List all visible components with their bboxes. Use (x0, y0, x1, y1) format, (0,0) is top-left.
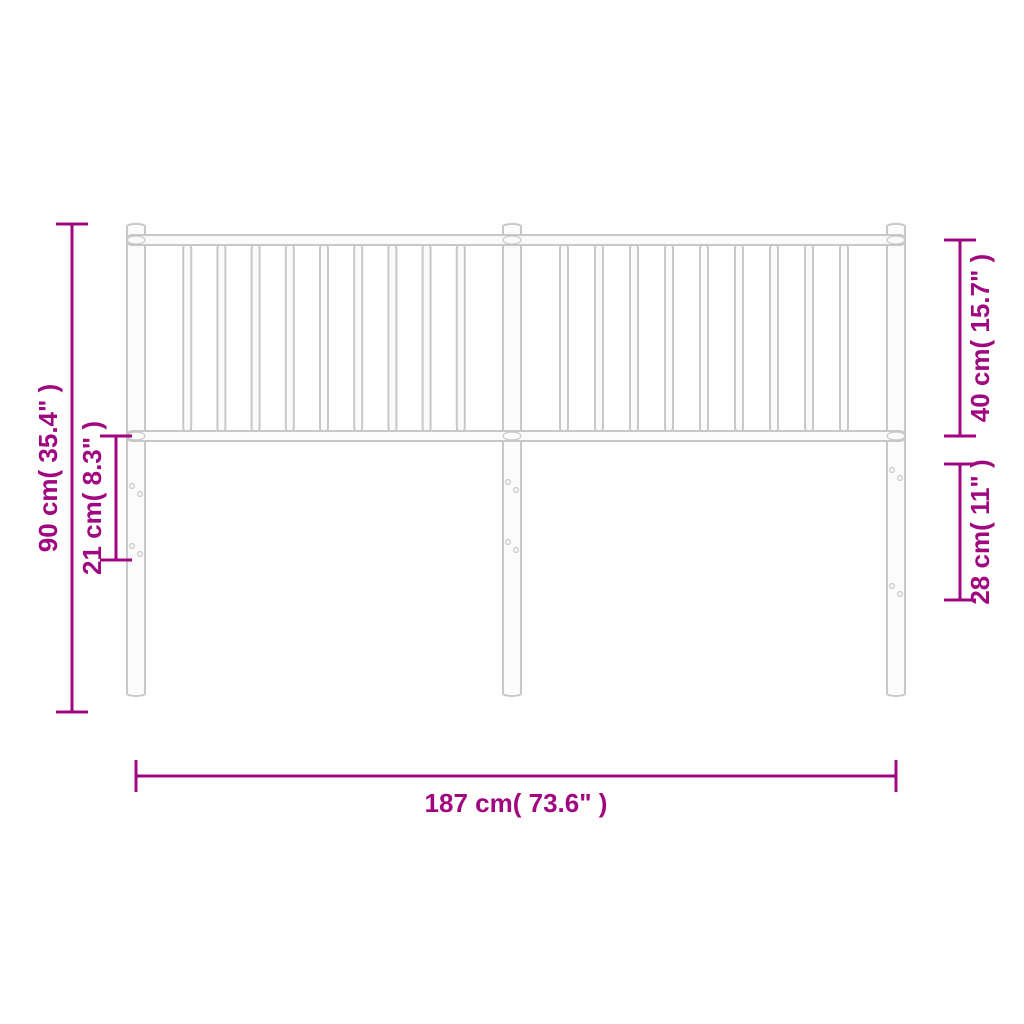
dimension-label: 28 cm( 11" ) (965, 459, 995, 604)
dimension-label: 40 cm( 15.7" ) (965, 254, 995, 422)
dimension-label: 187 cm( 73.6" ) (425, 788, 608, 818)
dimension-label: 90 cm( 35.4" ) (33, 384, 63, 552)
dimension-label: 21 cm( 8.3" ) (77, 421, 107, 575)
